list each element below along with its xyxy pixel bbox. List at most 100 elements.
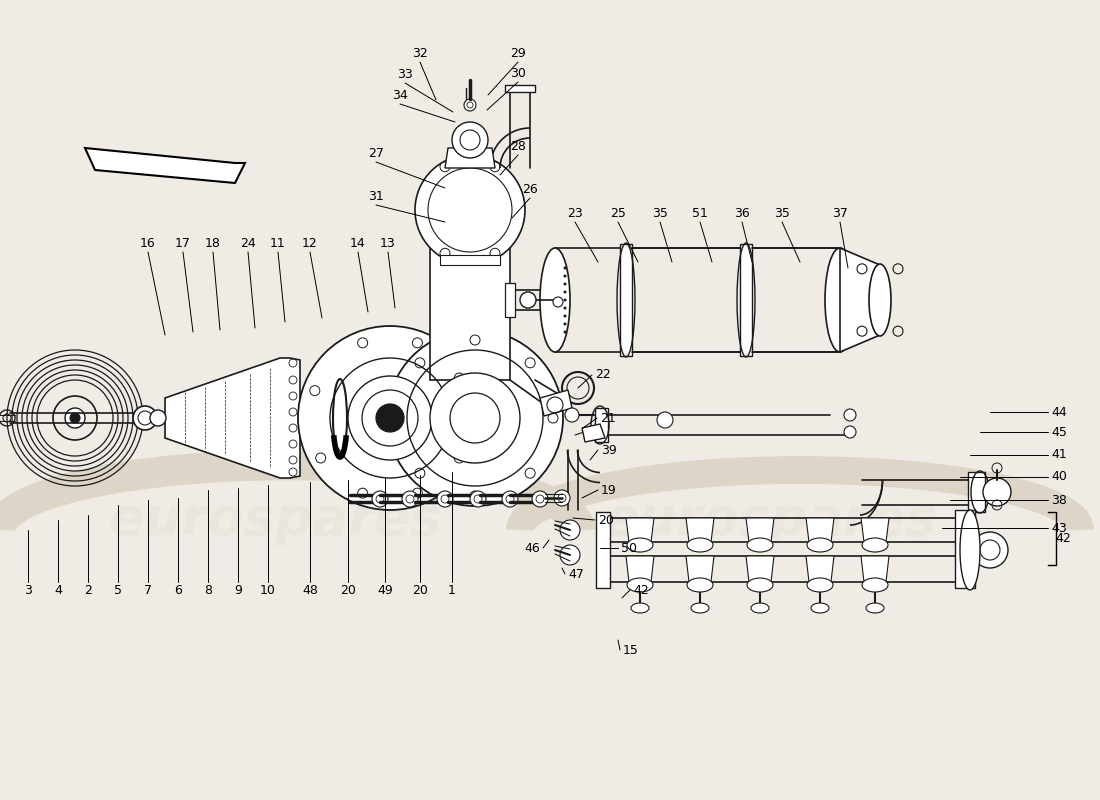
Text: 34: 34 (392, 89, 408, 102)
Circle shape (553, 297, 563, 307)
Circle shape (387, 330, 563, 506)
Text: 20: 20 (340, 584, 356, 597)
Polygon shape (620, 244, 632, 356)
Circle shape (402, 491, 418, 507)
Circle shape (657, 412, 673, 428)
Text: 40: 40 (1050, 470, 1067, 483)
Ellipse shape (807, 578, 833, 592)
Text: 18: 18 (205, 237, 221, 250)
Polygon shape (626, 556, 654, 582)
Polygon shape (505, 85, 535, 92)
Ellipse shape (751, 603, 769, 613)
Circle shape (65, 408, 85, 428)
Text: 28: 28 (510, 140, 526, 153)
Text: 16: 16 (140, 237, 156, 250)
Polygon shape (430, 240, 510, 380)
Text: 20: 20 (412, 584, 428, 597)
Text: 48: 48 (302, 584, 318, 597)
Text: 22: 22 (595, 369, 610, 382)
Text: eurospares: eurospares (108, 494, 442, 546)
Circle shape (844, 409, 856, 421)
Polygon shape (740, 244, 752, 356)
Circle shape (563, 290, 566, 294)
Polygon shape (596, 512, 611, 588)
Text: 41: 41 (1050, 449, 1067, 462)
Ellipse shape (540, 248, 570, 352)
Text: 30: 30 (510, 67, 526, 80)
Text: 21: 21 (600, 411, 616, 425)
Polygon shape (861, 556, 889, 582)
Text: 29: 29 (510, 47, 526, 60)
Text: 49: 49 (377, 584, 393, 597)
Text: 47: 47 (568, 567, 584, 581)
Circle shape (452, 122, 488, 158)
Ellipse shape (631, 603, 649, 613)
Text: 12: 12 (302, 237, 318, 250)
Ellipse shape (627, 578, 653, 592)
Polygon shape (165, 358, 300, 478)
Circle shape (70, 413, 80, 423)
Polygon shape (505, 283, 515, 317)
Text: 27: 27 (368, 147, 384, 160)
Text: 37: 37 (832, 207, 848, 220)
Ellipse shape (811, 603, 829, 613)
Ellipse shape (691, 603, 710, 613)
Text: 24: 24 (240, 237, 256, 250)
Text: 5: 5 (114, 584, 122, 597)
Text: 45: 45 (1050, 426, 1067, 438)
Circle shape (430, 373, 520, 463)
Circle shape (470, 491, 486, 507)
Text: 35: 35 (774, 207, 790, 220)
Text: 33: 33 (397, 68, 412, 81)
Text: 50: 50 (621, 542, 637, 554)
Circle shape (565, 408, 579, 422)
Text: eurospares: eurospares (603, 494, 937, 546)
Polygon shape (746, 518, 774, 542)
Polygon shape (968, 472, 984, 512)
Text: 42: 42 (1055, 531, 1070, 545)
Text: 38: 38 (1050, 494, 1067, 506)
Ellipse shape (862, 578, 888, 592)
Circle shape (376, 404, 404, 432)
Polygon shape (746, 556, 774, 582)
Circle shape (563, 314, 566, 318)
Circle shape (415, 155, 525, 265)
Circle shape (133, 406, 157, 430)
Circle shape (298, 326, 482, 510)
Circle shape (972, 532, 1008, 568)
Circle shape (563, 282, 566, 286)
Ellipse shape (869, 264, 891, 336)
Circle shape (563, 330, 566, 334)
Text: 9: 9 (234, 584, 242, 597)
Circle shape (844, 426, 856, 438)
Text: 25: 25 (610, 207, 626, 220)
Text: 11: 11 (271, 237, 286, 250)
Polygon shape (595, 408, 608, 442)
Circle shape (372, 491, 388, 507)
Circle shape (150, 410, 166, 426)
Text: 39: 39 (601, 443, 617, 457)
Circle shape (563, 306, 566, 310)
Text: 35: 35 (652, 207, 668, 220)
Text: 8: 8 (204, 584, 212, 597)
Ellipse shape (862, 538, 888, 552)
Text: 44: 44 (1050, 406, 1067, 418)
Text: 31: 31 (368, 190, 384, 203)
Text: 10: 10 (260, 584, 276, 597)
Text: 14: 14 (350, 237, 366, 250)
Polygon shape (840, 248, 880, 352)
Text: 51: 51 (692, 207, 708, 220)
Circle shape (983, 478, 1011, 506)
Circle shape (563, 266, 566, 270)
Ellipse shape (627, 538, 653, 552)
Polygon shape (540, 390, 572, 416)
Ellipse shape (960, 510, 980, 590)
Text: 15: 15 (623, 643, 639, 657)
Circle shape (563, 322, 566, 326)
Polygon shape (806, 518, 834, 542)
Circle shape (502, 491, 518, 507)
Circle shape (532, 491, 548, 507)
Text: 42: 42 (632, 583, 649, 597)
Circle shape (437, 491, 453, 507)
Circle shape (560, 545, 580, 565)
